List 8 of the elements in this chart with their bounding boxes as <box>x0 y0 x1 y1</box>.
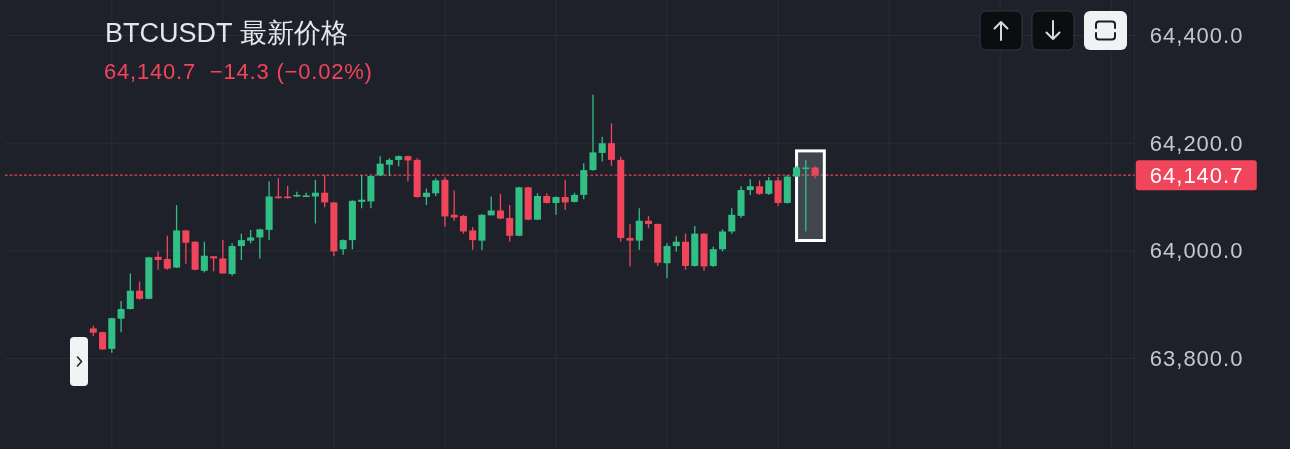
y-tick-label: 64,400.0 <box>1149 23 1244 49</box>
y-tick-label: 64,200.0 <box>1149 130 1244 156</box>
ref-label: 64,140.7 <box>1135 160 1257 191</box>
text: BTCUSDT 最新价格 <box>105 18 348 48</box>
text: 64,140.7 −14.3 (−0.02%) <box>104 59 373 84</box>
y-tick-label: 64,000.0 <box>1149 238 1244 264</box>
y-tick-label: 63,800.0 <box>1149 346 1244 372</box>
ref-line-label: 64,140.7 <box>1149 162 1244 188</box>
